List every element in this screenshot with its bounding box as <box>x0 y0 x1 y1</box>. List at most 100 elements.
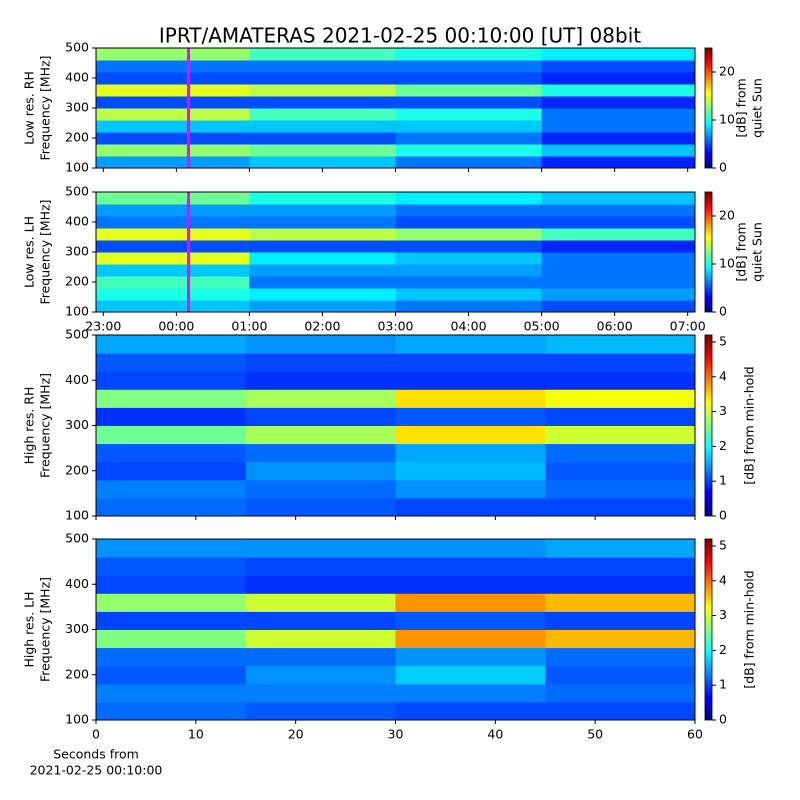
heat-cell <box>249 228 396 241</box>
heat-cell <box>245 497 396 517</box>
heat-cell <box>395 575 546 594</box>
heat-cell <box>541 228 696 241</box>
y-tick-label: 100 <box>65 304 89 319</box>
y-tick-label: 500 <box>65 531 89 546</box>
heat-cell <box>541 108 696 121</box>
heat-cell <box>245 647 396 667</box>
heat-cell <box>395 389 546 408</box>
heat-cell <box>541 48 696 61</box>
colorbar <box>704 191 713 313</box>
heat-cell <box>96 240 250 253</box>
heat-cell <box>545 647 696 667</box>
y-tick-label: 400 <box>65 214 89 229</box>
y-tick-label: 200 <box>65 666 89 681</box>
heat-cell <box>249 192 396 205</box>
x-axis-label: Seconds from <box>53 747 139 762</box>
heat-cell <box>245 629 396 649</box>
heat-cell <box>395 264 543 277</box>
heat-cell <box>96 479 247 499</box>
heat-cell <box>245 683 396 703</box>
heat-cell <box>395 204 543 217</box>
heat-cell <box>96 629 247 649</box>
colorbar-tick-label: 5 <box>719 537 727 552</box>
colorbar-label: [dB] from min-hold <box>742 570 757 688</box>
heat-cell <box>249 132 396 145</box>
heat-cell <box>96 371 247 390</box>
heat-cell <box>96 461 247 481</box>
y-tick-label: 500 <box>65 327 89 342</box>
heat-cell <box>541 264 696 277</box>
heat-cell <box>395 461 546 481</box>
heat-cell <box>96 443 247 463</box>
heat-cell <box>395 72 543 85</box>
heat-cell <box>545 665 696 685</box>
heat-cell <box>96 575 247 594</box>
heat-cell <box>395 539 546 558</box>
heat-cell <box>395 479 546 499</box>
colorbar-tick-label: 4 <box>719 572 727 587</box>
heat-cell <box>96 96 250 109</box>
heat-cell <box>541 120 696 133</box>
y-axis-label: Low res. RH <box>22 71 37 145</box>
heat-cell <box>96 132 250 145</box>
heat-cell <box>96 389 247 408</box>
heat-cell <box>245 353 396 372</box>
y-tick-label: 200 <box>65 274 89 289</box>
colorbar-label: quiet Sun <box>750 78 765 138</box>
y-axis-label: Frequency [MHz] <box>38 373 53 478</box>
heat-cell <box>96 425 247 445</box>
colorbar-tick-label: 2 <box>719 438 727 453</box>
x-tick-label: 30 <box>388 727 404 742</box>
heat-cell <box>245 443 396 463</box>
heat-cell <box>245 611 396 630</box>
heat-cell <box>395 629 546 649</box>
colorbar <box>704 538 713 721</box>
heat-cell <box>545 353 696 372</box>
x-tick-label: 04:00 <box>451 319 487 334</box>
y-tick-label: 100 <box>65 712 89 727</box>
colorbar-tick-label: 10 <box>719 112 735 127</box>
colorbar-label: [dB] from <box>734 222 749 281</box>
heat-cell <box>545 461 696 481</box>
heat-cell <box>395 593 546 612</box>
x-tick-label: 60 <box>687 727 703 742</box>
heat-cell <box>541 204 696 217</box>
y-axis-label: High res. RH <box>22 387 37 465</box>
heat-cell <box>395 443 546 463</box>
x-tick-label: 50 <box>587 727 603 742</box>
heat-cell <box>96 264 250 277</box>
heat-cell <box>249 48 396 61</box>
heat-cell <box>541 132 696 145</box>
heat-cell <box>395 276 543 289</box>
y-tick-label: 300 <box>65 621 89 636</box>
heat-cell <box>395 371 546 390</box>
x-tick-label: 00:00 <box>158 319 194 334</box>
heat-cell <box>395 228 543 241</box>
heat-cell <box>395 497 546 517</box>
x-tick-label: 05:00 <box>524 319 560 334</box>
heat-cell <box>96 120 250 133</box>
heat-cell <box>96 557 247 576</box>
heat-cell <box>395 144 543 157</box>
heat-cell <box>249 96 396 109</box>
heat-cell <box>96 353 247 372</box>
heat-cell <box>96 701 247 721</box>
heat-cell <box>96 48 250 61</box>
heat-cell <box>541 72 696 85</box>
heat-cell <box>249 108 396 121</box>
heat-cell <box>96 288 250 301</box>
heat-cell <box>545 425 696 445</box>
heat-cell <box>395 156 543 169</box>
heat-cell <box>541 60 696 73</box>
colorbar-tick-label: 20 <box>719 208 735 223</box>
colorbar-tick-label: 4 <box>719 368 727 383</box>
heat-cell <box>541 252 696 265</box>
heat-cell <box>545 371 696 390</box>
heat-cell <box>395 665 546 685</box>
heat-cell <box>395 288 543 301</box>
heat-cell <box>395 240 543 253</box>
heat-cell <box>96 539 247 558</box>
heat-cell <box>96 300 250 313</box>
colorbar-tick-label: 0 <box>719 304 727 319</box>
heat-cell <box>395 425 546 445</box>
